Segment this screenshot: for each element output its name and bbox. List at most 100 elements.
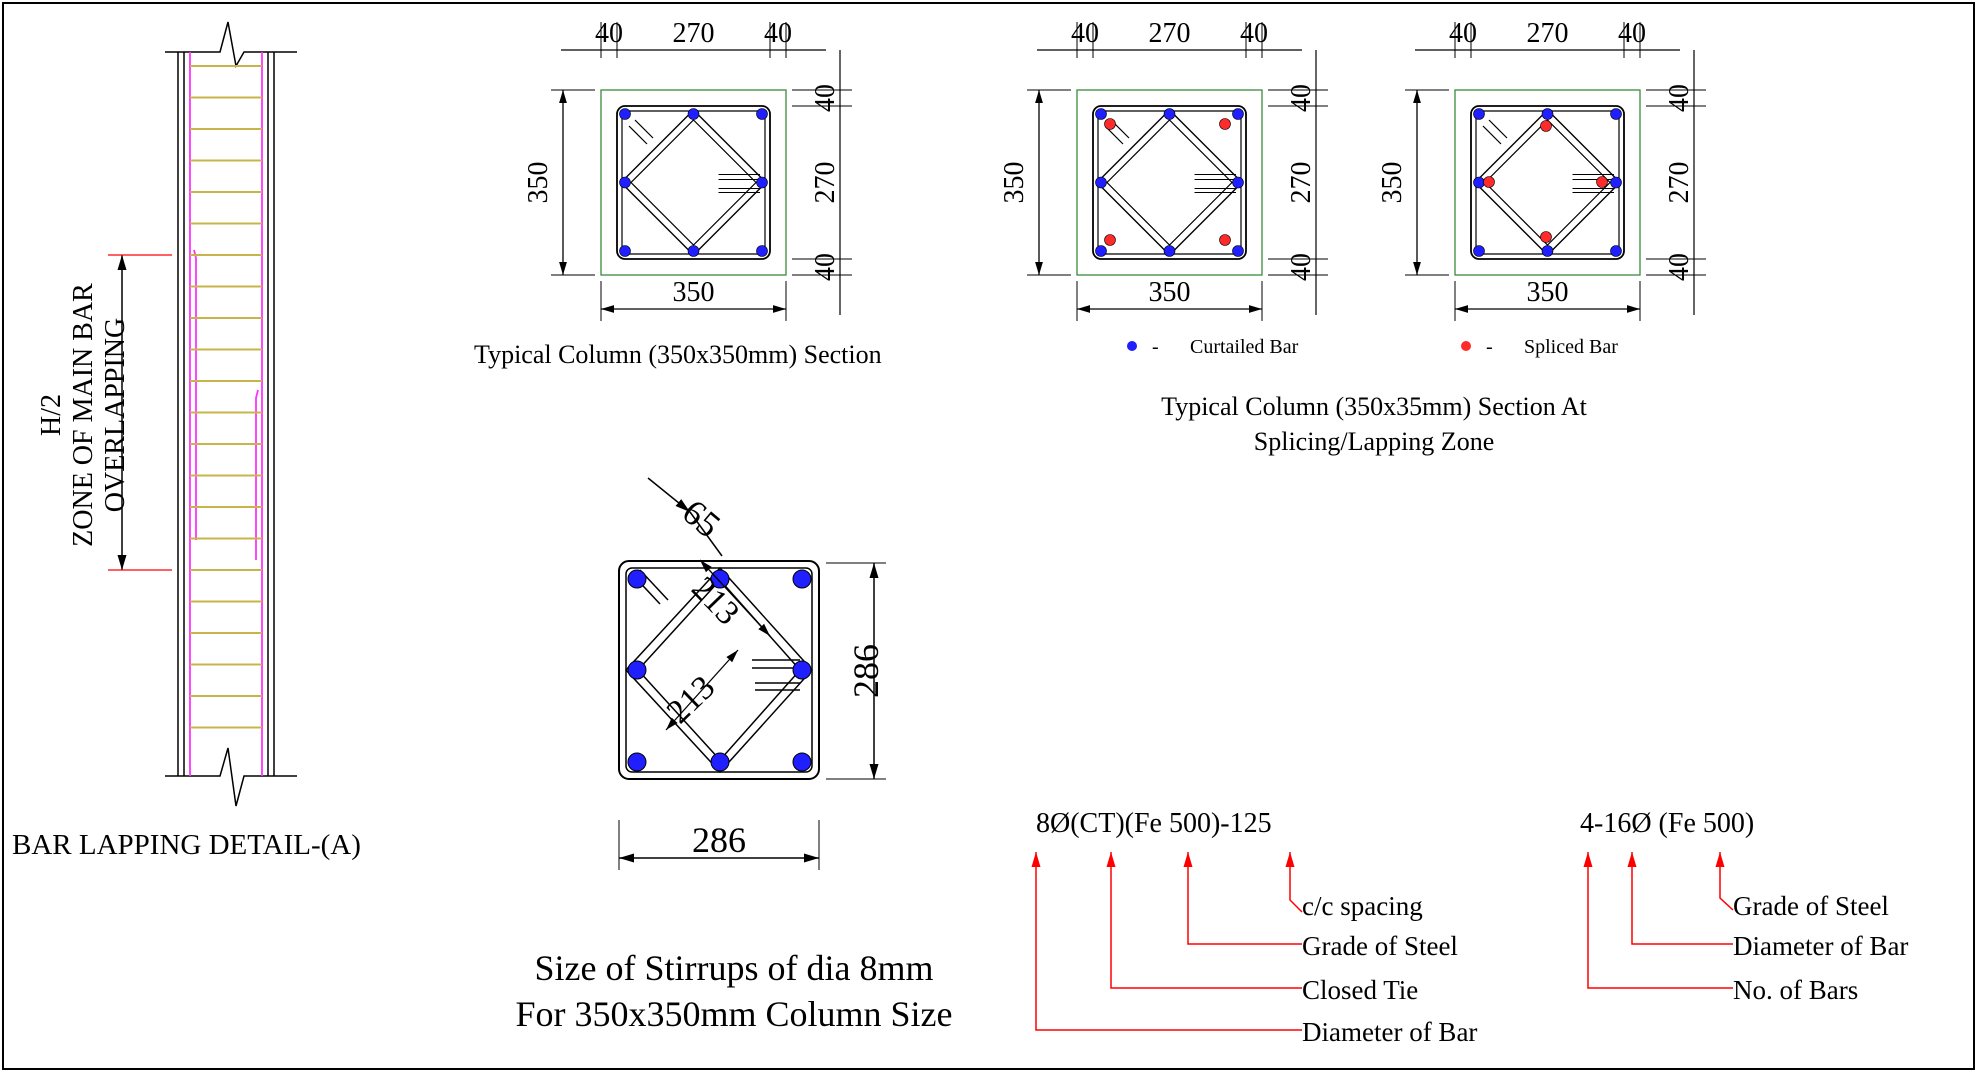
dim-side: 286 — [846, 644, 886, 698]
section-splice-section-a: 40 270 40 350 40 270 40 350 — [999, 18, 1328, 321]
curtailed-bar — [1473, 108, 1485, 120]
dim-hook: 65 — [675, 491, 728, 545]
section-dim-height: 350 — [1377, 162, 1408, 204]
spliced-bar — [1540, 120, 1552, 132]
stirrup-bar — [627, 569, 647, 589]
stirrup-bar — [710, 752, 730, 772]
diamond-tie-inner — [630, 119, 757, 246]
bar-label-diameter: Diameter of Bar — [1733, 931, 1908, 961]
section-dim-width: 350 — [673, 277, 715, 308]
legend-curtailed-label: Curtailed Bar — [1190, 336, 1299, 358]
curtailed-bar — [687, 245, 700, 257]
main-bars — [189, 52, 263, 776]
tie-hook — [628, 119, 654, 145]
tie-hook — [1572, 173, 1614, 194]
section-dim-top: 40 — [1071, 18, 1099, 49]
section-splice-section-b: 40 270 40 350 40 270 40 350 — [1377, 18, 1706, 321]
section-typical-section: 40 270 40 350 40 270 40 350 — [523, 18, 852, 321]
section-dim-right: 40 — [810, 253, 841, 281]
curtailed-bar — [1473, 245, 1485, 257]
tie-label-closed-tie: Closed Tie — [1302, 975, 1418, 1005]
notation-tie: 8Ø(CT)(Fe 500)-125 c/c spacing Grade of … — [1031, 808, 1477, 1047]
section-dim-right: 40 — [1664, 84, 1695, 112]
splice-caption-line1: Typical Column (350x35mm) Section At — [1161, 392, 1587, 421]
spliced-bar — [1540, 231, 1552, 243]
splice-caption-line2: Splicing/Lapping Zone — [1254, 427, 1494, 456]
bar-lapping-detail: H/2 ZONE OF MAIN BAR OVERLAPPING BAR LAP… — [12, 21, 361, 861]
spliced-bar — [1219, 234, 1231, 246]
curtailed-bar — [1541, 108, 1554, 120]
stirrup-caption-1: Size of Stirrups of dia 8mm — [535, 948, 934, 988]
tie-hook — [1194, 173, 1236, 194]
tie-outer — [1092, 105, 1247, 260]
spliced-bar — [1104, 234, 1116, 246]
tie-label-grade: Grade of Steel — [1302, 931, 1458, 961]
legend-curtailed-dash: - — [1152, 336, 1159, 358]
legend-spliced-symbol — [1461, 341, 1471, 351]
diamond-tie-inner — [1484, 119, 1611, 246]
section-dim-height: 350 — [523, 162, 554, 204]
curtailed-bar — [1473, 176, 1485, 189]
stirrup-bar — [627, 660, 647, 680]
curtailed-bar — [1163, 108, 1176, 120]
bar-label-grade: Grade of Steel — [1733, 891, 1889, 921]
curtailed-bar — [1095, 108, 1107, 120]
stirrup-bar — [792, 569, 812, 589]
column-sections: 40 270 40 350 40 270 40 350 40 270 40 350 40 270 40 350… — [523, 18, 1706, 321]
section-dim-top: 40 — [764, 18, 792, 49]
bar-label-count: No. of Bars — [1733, 975, 1858, 1005]
tie-outer — [1470, 105, 1625, 260]
section-dim-right: 40 — [1286, 253, 1317, 281]
curtailed-bar — [687, 108, 700, 120]
lap-zone-label-3: OVERLAPPING — [100, 318, 131, 512]
legend-spliced-dash: - — [1486, 336, 1493, 358]
lapping-detail-caption: BAR LAPPING DETAIL-(A) — [12, 829, 361, 861]
curtailed-bar — [1095, 245, 1107, 257]
section-dim-right: 270 — [1286, 162, 1317, 204]
section-dim-top: 40 — [1618, 18, 1646, 49]
section-dim-right: 40 — [1286, 84, 1317, 112]
concrete-outline — [1076, 89, 1263, 276]
diamond-tie — [620, 109, 767, 256]
diamond-tie — [1096, 109, 1243, 256]
section-dim-right: 270 — [810, 162, 841, 204]
curtailed-bar — [1610, 245, 1622, 257]
section-dim-right: 40 — [810, 84, 841, 112]
curtailed-bar — [1541, 245, 1554, 257]
curtailed-bar — [619, 108, 631, 120]
tie-outer — [616, 105, 771, 260]
stirrup-bar — [792, 752, 812, 772]
stirrup-detail: 65 213 213 286 286 Size of Stirrups of d… — [515, 477, 953, 1034]
curtailed-bar — [1610, 108, 1622, 120]
notation-bar: 4-16Ø (Fe 500) Grade of Steel Diameter o… — [1580, 808, 1908, 1005]
section-dim-top: 270 — [1149, 18, 1191, 49]
tie-hook — [1482, 119, 1508, 145]
concrete-outline — [600, 89, 787, 276]
curtailed-bar — [619, 245, 631, 257]
lap-zone-label-2: ZONE OF MAIN BAR — [68, 283, 99, 547]
typical-section-caption: Typical Column (350x350mm) Section — [474, 340, 882, 369]
diamond-tie-inner — [1106, 119, 1233, 246]
section-dim-top: 270 — [673, 18, 715, 49]
curtailed-bar — [756, 245, 768, 257]
legend-spliced-label: Spliced Bar — [1524, 336, 1618, 358]
curtailed-bar — [1232, 108, 1244, 120]
section-dim-right: 270 — [1664, 162, 1695, 204]
curtailed-bar — [619, 176, 631, 189]
section-dim-top: 40 — [595, 18, 623, 49]
section-dim-top: 40 — [1240, 18, 1268, 49]
lateral-ties — [190, 65, 262, 729]
lap-zone-label-1: H/2 — [36, 394, 67, 436]
spliced-bar — [1596, 176, 1608, 188]
curtailed-bar — [1232, 176, 1244, 189]
section-dim-top: 40 — [1449, 18, 1477, 49]
concrete-outline — [1454, 89, 1641, 276]
curtailed-bar — [1163, 245, 1176, 257]
stirrup-caption-2: For 350x350mm Column Size — [515, 994, 952, 1034]
dim-bottom: 286 — [692, 820, 746, 860]
spliced-bar — [1483, 176, 1495, 188]
section-dim-height: 350 — [999, 162, 1030, 204]
stirrup-bar — [792, 660, 812, 680]
section-dim-width: 350 — [1149, 277, 1191, 308]
